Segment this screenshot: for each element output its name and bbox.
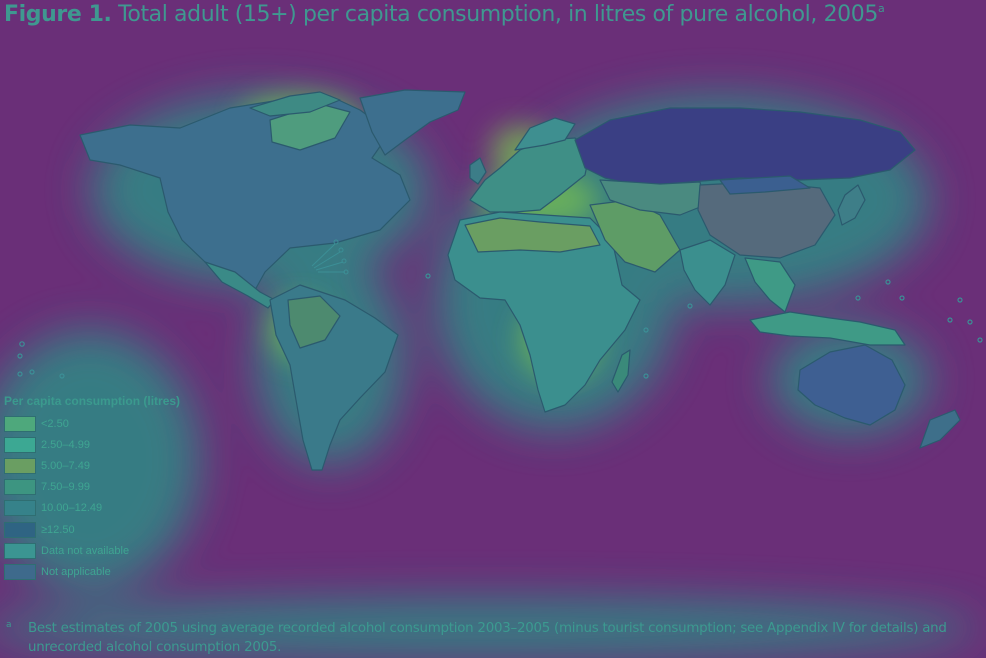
legend-items: <2.50 2.50–4.99 5.00–7.49 7.50–9.99 10.00–12…	[4, 413, 180, 583]
legend-item: <2.50	[4, 413, 180, 434]
legend-label: Not applicable	[41, 565, 111, 578]
greenland	[359, 89, 466, 156]
south-america-inner	[287, 295, 341, 349]
legend-swatch	[4, 436, 36, 453]
north-africa	[464, 217, 601, 253]
island-dots	[17, 273, 983, 379]
legend-item: 10.00–12.49	[4, 498, 180, 519]
legend-item: 5.00–7.49	[4, 455, 180, 476]
legend-item: Data not available	[4, 540, 180, 561]
legend-swatch	[4, 542, 36, 559]
japan	[837, 184, 866, 226]
central-asia	[599, 179, 706, 216]
legend-swatch	[4, 521, 36, 538]
figure-title: Figure 1. Total adult (15+) per capita c…	[4, 2, 885, 27]
legend-label: 5.00–7.49	[41, 459, 90, 472]
legend-swatch	[4, 415, 36, 432]
legend-title: Per capita consumption (litres)	[4, 394, 181, 408]
legend-label: Data not available	[41, 544, 130, 557]
legend-swatch	[4, 479, 36, 496]
footnote: a Best estimates of 2005 using average r…	[6, 619, 982, 657]
legend-item: 2.50–4.99	[4, 434, 180, 455]
legend-item: ≥12.50	[4, 519, 180, 540]
continents	[79, 89, 961, 471]
caribbean-callouts	[311, 239, 349, 275]
africa	[447, 211, 641, 413]
legend-swatch	[4, 563, 36, 580]
legend-item: Not applicable	[4, 561, 180, 582]
arctic-islands	[249, 91, 341, 117]
footnote-text: Best estimates of 2005 using average rec…	[28, 621, 947, 655]
footnote-marker: a	[6, 620, 12, 630]
scandinavia	[514, 117, 576, 151]
figure-title-text: Total adult (15+) per capita consumption…	[118, 2, 878, 27]
legend-label: 7.50–9.99	[41, 481, 90, 494]
madagascar	[611, 349, 631, 393]
legend-label: 2.50–4.99	[41, 438, 90, 451]
map-legend: Per capita consumption (litres) <2.50 2.5…	[4, 394, 180, 583]
uk	[469, 157, 487, 185]
russia	[574, 107, 916, 187]
legend-label: 10.00–12.49	[41, 502, 103, 515]
india	[679, 239, 736, 306]
new-zealand	[919, 409, 961, 449]
legend-swatch	[4, 457, 36, 474]
legend-label: ≥12.50	[41, 523, 75, 536]
mongolia	[719, 175, 811, 195]
legend-item: 7.50–9.99	[4, 477, 180, 498]
indonesia	[749, 311, 906, 346]
southeast-asia	[744, 257, 796, 313]
figure-label: Figure 1.	[4, 2, 112, 27]
australia	[797, 344, 906, 426]
figure-title-footnote-marker: a	[877, 2, 885, 15]
legend-swatch	[4, 500, 36, 517]
legend-label: <2.50	[41, 417, 69, 430]
